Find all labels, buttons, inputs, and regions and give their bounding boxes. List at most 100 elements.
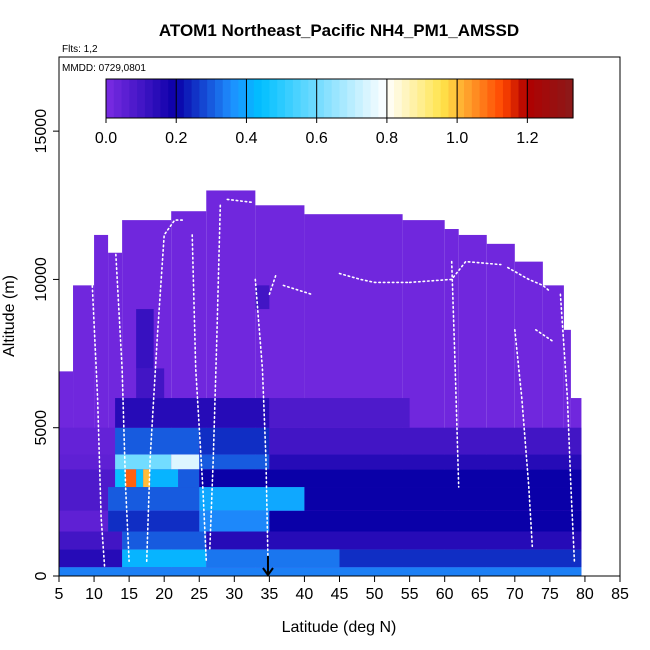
x-tick-label: 45 xyxy=(331,586,349,603)
colorbar-swatch xyxy=(292,79,302,118)
heatmap-cell xyxy=(108,487,200,511)
flight-track-segment xyxy=(450,260,460,488)
colorbar-swatch xyxy=(144,79,154,118)
x-tick-label: 25 xyxy=(190,586,208,603)
heatmap-cell xyxy=(115,398,270,428)
heatmap-cell xyxy=(199,427,270,455)
flight-track-segment xyxy=(268,272,278,296)
colorbar-tick-label: 1.2 xyxy=(516,130,538,147)
colorbar-swatch xyxy=(323,79,333,118)
colorbar-swatch xyxy=(222,79,232,118)
heatmap-cell xyxy=(269,510,582,532)
heatmap-cell xyxy=(59,531,123,550)
colorbar-swatch xyxy=(300,79,309,118)
heatmap-cell xyxy=(136,469,144,488)
colorbar-swatch xyxy=(565,79,574,118)
x-tick-label: 20 xyxy=(155,586,173,603)
heatmap-cell xyxy=(150,469,179,488)
colorbar-swatch xyxy=(448,79,457,118)
x-tick-label: 55 xyxy=(401,586,419,603)
heatmap-cell xyxy=(199,487,305,511)
colorbar-swatch xyxy=(370,79,380,118)
colorbar-swatch xyxy=(347,79,356,118)
colorbar-swatch xyxy=(401,79,411,118)
x-tick-label: 40 xyxy=(296,586,314,603)
flights-label: Flts: 1,2 xyxy=(62,44,98,55)
flight-track-segment xyxy=(507,266,551,293)
colorbar-swatch xyxy=(557,79,566,118)
colorbar-swatch xyxy=(137,79,146,118)
x-tick-label: 15 xyxy=(120,586,138,603)
heatmap-cell xyxy=(59,469,116,488)
colorbar-tick-label: 0.6 xyxy=(306,130,328,147)
colorbar-swatch xyxy=(510,79,520,118)
x-tick-label: 65 xyxy=(471,586,489,603)
flight-track-segment xyxy=(89,249,106,568)
colorbar-swatch xyxy=(253,79,263,118)
y-tick-label: 10000 xyxy=(33,257,50,302)
colorbar-tick-label: 0.8 xyxy=(376,130,398,147)
heatmap-cell xyxy=(199,510,270,532)
colorbar-swatch xyxy=(160,79,169,118)
heatmap-cell xyxy=(304,487,582,511)
colorbar-swatch xyxy=(121,79,130,118)
colorbar-swatch xyxy=(432,79,442,118)
colorbar-swatch xyxy=(502,79,512,118)
colorbar-swatch xyxy=(316,79,325,118)
colorbar-swatch xyxy=(308,79,317,118)
heatmap-cell xyxy=(178,469,200,488)
colorbar-swatch xyxy=(378,79,387,118)
x-tick-label: 75 xyxy=(541,586,559,603)
heatmap-cell xyxy=(136,309,154,369)
heatmap-cell xyxy=(115,454,172,470)
date-label: MMDD: 0729,0801 xyxy=(62,63,146,74)
y-tick-label: 15000 xyxy=(33,109,50,154)
colorbar-swatch xyxy=(238,79,247,118)
colorbar-swatch xyxy=(425,79,434,118)
heatmap-cell xyxy=(255,285,270,310)
heatmap-cell xyxy=(59,427,116,455)
colorbar-swatch xyxy=(456,79,465,118)
y-tick-label: 0 xyxy=(33,571,50,580)
heatmap-cell xyxy=(59,549,123,568)
heatmap-cell xyxy=(143,469,151,488)
colorbar-swatch xyxy=(246,79,255,118)
colorbar-swatch xyxy=(541,79,551,118)
colorbar-swatch xyxy=(487,79,496,118)
heatmap-cell xyxy=(339,549,582,568)
colorbar-tick-label: 1.0 xyxy=(446,130,468,147)
colorbar-swatch xyxy=(168,79,177,118)
colorbar-swatch xyxy=(261,79,271,118)
colorbar-swatch xyxy=(355,79,364,118)
colorbar-swatch xyxy=(440,79,450,118)
flight-track-segment xyxy=(254,278,269,562)
arrow-marker xyxy=(262,556,274,577)
colorbar-swatch xyxy=(277,79,286,118)
x-axis-label: Latitude (deg N) xyxy=(282,619,397,636)
colorbar-swatch xyxy=(526,79,535,118)
flight-track-segment xyxy=(535,329,555,343)
colorbar-swatch xyxy=(207,79,216,118)
flight-track xyxy=(89,198,576,568)
colorbar-swatch xyxy=(176,79,185,118)
axes: 5 10 15 20 25 30 35 40 45 50 55 60 65 70 75 80 85 0 5000 10… xyxy=(33,109,629,603)
heatmap-cell xyxy=(199,469,582,488)
colorbar-swatch xyxy=(339,79,348,118)
heatmap-cell xyxy=(269,427,582,455)
x-tick-label: 50 xyxy=(366,586,384,603)
colorbar-swatch xyxy=(362,79,372,118)
heatmap-cell xyxy=(59,454,116,470)
colorbar-swatch xyxy=(199,79,208,118)
heatmap-cell xyxy=(59,510,109,532)
colorbar-swatch xyxy=(386,79,395,118)
heatmap-cell xyxy=(269,454,582,470)
colorbar-swatch xyxy=(269,79,278,118)
colorbar-swatch xyxy=(549,79,559,118)
heatmap-cell xyxy=(115,427,200,455)
colorbar-tick-label: 0.4 xyxy=(235,130,257,147)
heatmap-cell xyxy=(122,549,207,568)
flight-track-segment xyxy=(282,284,313,296)
colorbar-swatch xyxy=(152,79,162,118)
heatmap-cell xyxy=(122,531,207,550)
heatmap-cell xyxy=(199,454,270,470)
